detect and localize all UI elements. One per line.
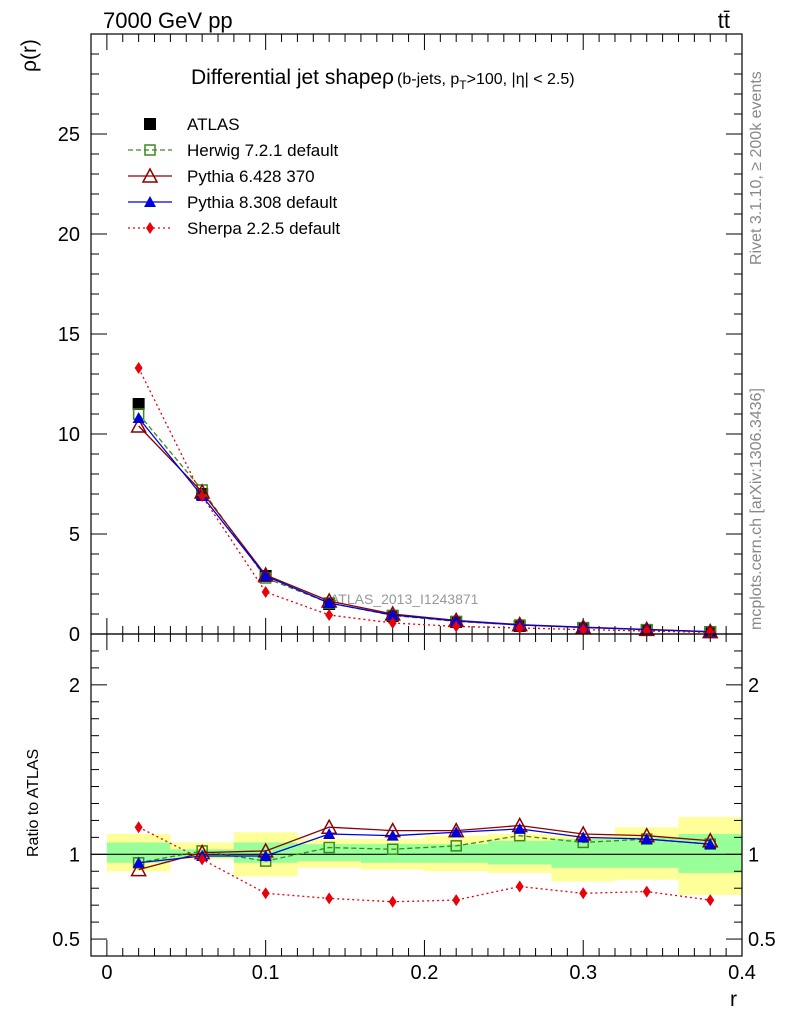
- legend-marker-sherpa-2-2-5-default: [146, 222, 154, 234]
- chart-title: Differential jet shapeρ (b-jets, pT>100, …: [191, 66, 575, 92]
- data-point-sherpa-2-2-5-default: [198, 490, 207, 502]
- data-point-sherpa-2-2-5-default: [198, 853, 207, 866]
- x-tick-label: 0: [101, 962, 112, 984]
- x-tick-label: 0.1: [252, 962, 280, 984]
- data-point-sherpa-2-2-5-default: [515, 880, 524, 893]
- y-tick-label: 20: [58, 224, 80, 246]
- legend-label-herwig-7-2-1-default: Herwig 7.2.1 default: [187, 141, 338, 160]
- mcplots-label: mcplots.cern.ch [arXiv:1306.3436]: [748, 388, 765, 630]
- legend-marker-herwig-7-2-1-default: [144, 144, 156, 156]
- data-point-sherpa-2-2-5-default: [388, 617, 397, 629]
- data-point-sherpa-2-2-5-default: [452, 620, 461, 633]
- data-point-sherpa-2-2-5-default: [388, 895, 397, 908]
- series-line-sherpa-2-2-5-default: [138, 367, 711, 634]
- data-point-sherpa-2-2-5-default: [325, 609, 334, 621]
- data-point-pythia-6-428-370: [130, 860, 147, 877]
- y-tick-label: 5: [69, 524, 80, 546]
- header-right: tt̄: [718, 8, 730, 33]
- legend-label-atlas: ATLAS: [187, 115, 240, 134]
- data-point-sherpa-2-2-5-default: [134, 821, 143, 834]
- legend-marker-atlas: [144, 118, 156, 130]
- y-tick-label: 10: [58, 424, 80, 446]
- legend: ATLAS Herwig 7.2.1 default Pythia 6.428 37…: [128, 115, 340, 238]
- data-point-sherpa-2-2-5-default: [579, 623, 588, 636]
- y-tick-label: 25: [58, 124, 80, 146]
- y-tick-label: 0: [69, 624, 80, 646]
- data-point-pythia-8-308-default: [640, 833, 653, 845]
- ratio-y-tick-label: 0.5: [52, 929, 80, 951]
- series-line-pythia-6-428-370: [138, 824, 711, 871]
- rivet-label: Rivet 3.1.10, ≥ 200k events: [748, 71, 765, 265]
- legend-label-sherpa-2-2-5-default: Sherpa 2.2.5 default: [187, 219, 340, 238]
- data-point-sherpa-2-2-5-default: [579, 887, 588, 900]
- x-tick-label: 0.4: [728, 962, 756, 984]
- analysis-watermark: ATLAS_2013_I1243871: [330, 591, 479, 607]
- data-point-atlas: [132, 398, 145, 410]
- legend-marker-pythia-6-428-370: [141, 167, 159, 183]
- ratio-y-tick-label-right: 2: [748, 675, 759, 697]
- data-point-pythia-8-308-default: [577, 831, 590, 843]
- data-point-pythia-8-308-default: [323, 827, 336, 839]
- data-point-pythia-8-308-default: [132, 856, 145, 868]
- data-point-pythia-8-308-default: [386, 829, 399, 841]
- series-line-pythia-8-308-default: [138, 417, 711, 633]
- y-tick-label: 15: [58, 324, 80, 346]
- data-point-pythia-8-308-default: [323, 597, 336, 608]
- x-tick-label: 0.3: [569, 962, 597, 984]
- data-point-pythia-8-308-default: [704, 838, 717, 850]
- series-line-pythia-8-308-default: [138, 828, 711, 864]
- stat-uncertainty-band: [551, 839, 615, 868]
- legend-label-pythia-8-308-default: Pythia 8.308 default: [187, 193, 338, 212]
- stat-uncertainty-band: [360, 844, 425, 863]
- lower-y-axis-label: Ratio to ATLAS: [25, 749, 42, 857]
- data-point-sherpa-2-2-5-default: [134, 362, 143, 374]
- data-point-herwig-7-2-1-default: [450, 840, 462, 852]
- data-point-pythia-8-308-default: [386, 609, 399, 620]
- legend-marker-pythia-8-308-default: [144, 196, 156, 207]
- data-point-sherpa-2-2-5-default: [515, 622, 524, 634]
- data-point-pythia-6-428-370: [130, 417, 147, 433]
- upper-y-axis-label: ρ(r): [18, 39, 41, 72]
- stat-uncertainty-band: [106, 842, 171, 863]
- data-point-sherpa-2-2-5-default: [261, 586, 270, 598]
- stat-uncertainty-band: [487, 840, 552, 865]
- upper-panel: 0 5 10 15 20 25: [58, 33, 743, 646]
- stat-uncertainty-band: [424, 844, 488, 863]
- data-point-pythia-8-308-default: [259, 850, 272, 862]
- data-point-herwig-7-2-1-default: [386, 843, 399, 855]
- header-left: 7000 GeV pp: [103, 8, 233, 33]
- data-point-pythia-8-308-default: [132, 412, 145, 423]
- lower-panel: 0 0.1 0.2 0.3 0.4 0.5 0.5 1 1 2 2: [52, 633, 776, 984]
- lower-frame: [90, 633, 743, 957]
- legend-label-pythia-6-428-370: Pythia 6.428 370: [187, 167, 315, 186]
- ratio-y-tick-label-right: 1: [748, 844, 759, 866]
- data-point-herwig-7-2-1-default: [323, 841, 335, 854]
- ratio-y-tick-label-right: 0.5: [748, 929, 776, 951]
- ratio-y-tick-label: 1: [69, 844, 80, 866]
- x-axis-label: r: [730, 988, 737, 1011]
- data-point-sherpa-2-2-5-default: [261, 887, 270, 900]
- data-point-sherpa-2-2-5-default: [706, 626, 715, 639]
- data-point-sherpa-2-2-5-default: [325, 892, 334, 905]
- data-point-sherpa-2-2-5-default: [642, 885, 651, 898]
- data-point-pythia-8-308-default: [513, 822, 526, 834]
- data-point-sherpa-2-2-5-default: [706, 894, 715, 907]
- ratio-y-tick-label: 2: [69, 675, 80, 697]
- data-point-pythia-8-308-default: [450, 826, 463, 838]
- x-tick-label: 0.2: [411, 962, 439, 984]
- data-point-pythia-8-308-default: [259, 570, 272, 581]
- data-point-sherpa-2-2-5-default: [452, 894, 461, 907]
